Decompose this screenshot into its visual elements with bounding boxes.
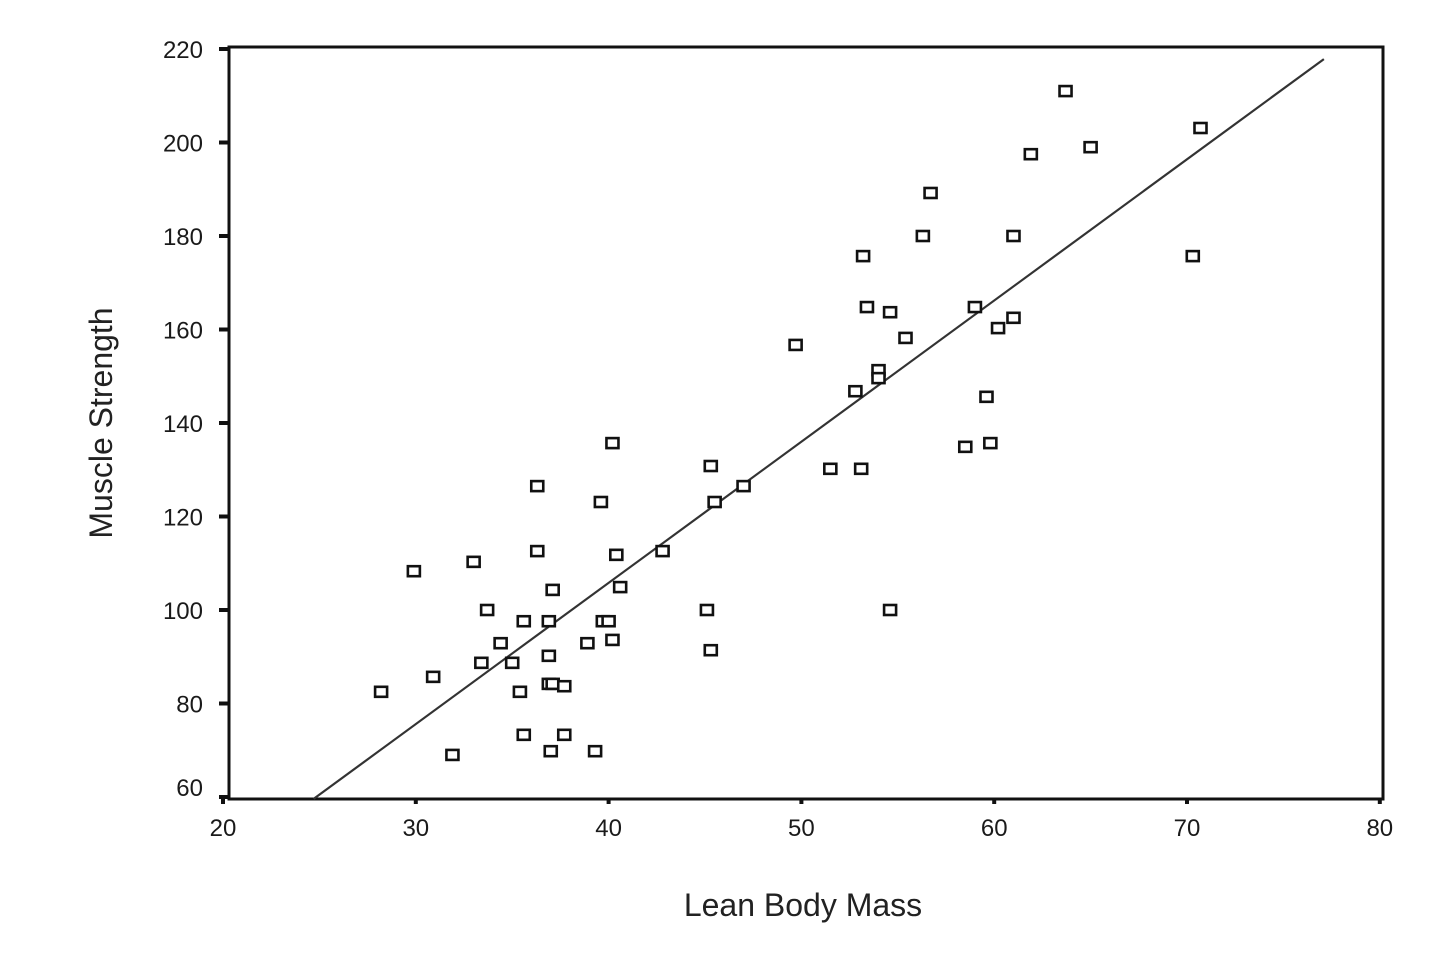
data-point [703, 459, 719, 473]
x-tick-label: 80 [1366, 815, 1393, 842]
data-point [788, 338, 803, 352]
data-point [915, 229, 931, 243]
x-tick-label: 30 [402, 815, 429, 842]
data-point [425, 670, 441, 684]
y-tick-label: 180 [163, 224, 203, 251]
y-tick-label: 160 [163, 318, 203, 345]
data-point [612, 580, 628, 594]
data-point [703, 643, 719, 657]
data-point [848, 384, 863, 398]
y-tick-label: 220 [163, 37, 203, 64]
y-tick-label: 140 [163, 411, 203, 438]
data-point [699, 603, 715, 617]
x-tick-label: 20 [210, 815, 237, 842]
data-point [979, 390, 994, 404]
data-point [541, 614, 557, 628]
x-axis: 20 30 40 50 60 70 80 [210, 799, 1393, 842]
data-point [601, 614, 616, 628]
data-point [609, 548, 624, 562]
data-point [1185, 249, 1201, 263]
x-tick-label: 60 [981, 815, 1008, 842]
y-tick-label: 200 [163, 131, 203, 158]
data-point [466, 555, 481, 569]
data-point [545, 677, 560, 691]
regression-line [312, 58, 1325, 800]
data-point [556, 728, 572, 742]
data-point [493, 636, 508, 650]
y-tick-label: 100 [163, 598, 203, 625]
data-point [859, 300, 875, 314]
data-points [373, 84, 1208, 762]
x-tick-label: 40 [595, 815, 622, 842]
data-point [882, 603, 898, 617]
data-point [504, 656, 520, 670]
y-tick-label: 80 [176, 692, 203, 719]
data-point [871, 371, 886, 385]
data-point [707, 495, 722, 509]
y-axis-title: Muscle Strength [83, 307, 119, 538]
data-point [580, 636, 595, 650]
data-point [923, 186, 938, 200]
data-point [957, 440, 973, 454]
data-point [1023, 147, 1039, 161]
data-point [990, 321, 1006, 335]
x-tick-label: 70 [1174, 815, 1201, 842]
data-point [593, 495, 609, 509]
data-point [1006, 229, 1021, 243]
data-point [406, 564, 422, 578]
data-point [373, 685, 389, 699]
data-point [898, 331, 913, 345]
data-point [1006, 311, 1021, 325]
data-point [529, 544, 545, 558]
x-tick-label: 50 [788, 815, 815, 842]
data-point [605, 633, 620, 647]
y-tick-label: 60 [176, 775, 203, 802]
data-point [445, 748, 460, 762]
data-point [556, 679, 572, 693]
data-point [823, 462, 838, 476]
fit-line [312, 58, 1325, 800]
data-point [605, 436, 620, 450]
data-point [474, 656, 489, 670]
data-point [855, 249, 871, 263]
y-tick-label: 120 [163, 505, 203, 532]
data-point [882, 305, 898, 319]
data-point [655, 544, 670, 558]
data-point [983, 436, 998, 450]
data-point [736, 479, 751, 493]
data-point [1058, 84, 1073, 98]
data-point [543, 744, 559, 758]
data-point [545, 583, 560, 597]
data-point [479, 603, 495, 617]
data-point [1193, 121, 1208, 135]
x-axis-title: Lean Body Mass [684, 887, 922, 923]
data-point [587, 744, 603, 758]
data-point [516, 728, 532, 742]
data-point [967, 300, 983, 314]
data-point [853, 462, 869, 476]
data-point [516, 614, 532, 628]
data-point [1083, 140, 1098, 154]
y-axis: 60 80 100 120 140 160 180 200 220 [163, 37, 229, 802]
data-point [512, 685, 528, 699]
data-point [541, 649, 557, 663]
data-point [529, 479, 545, 493]
